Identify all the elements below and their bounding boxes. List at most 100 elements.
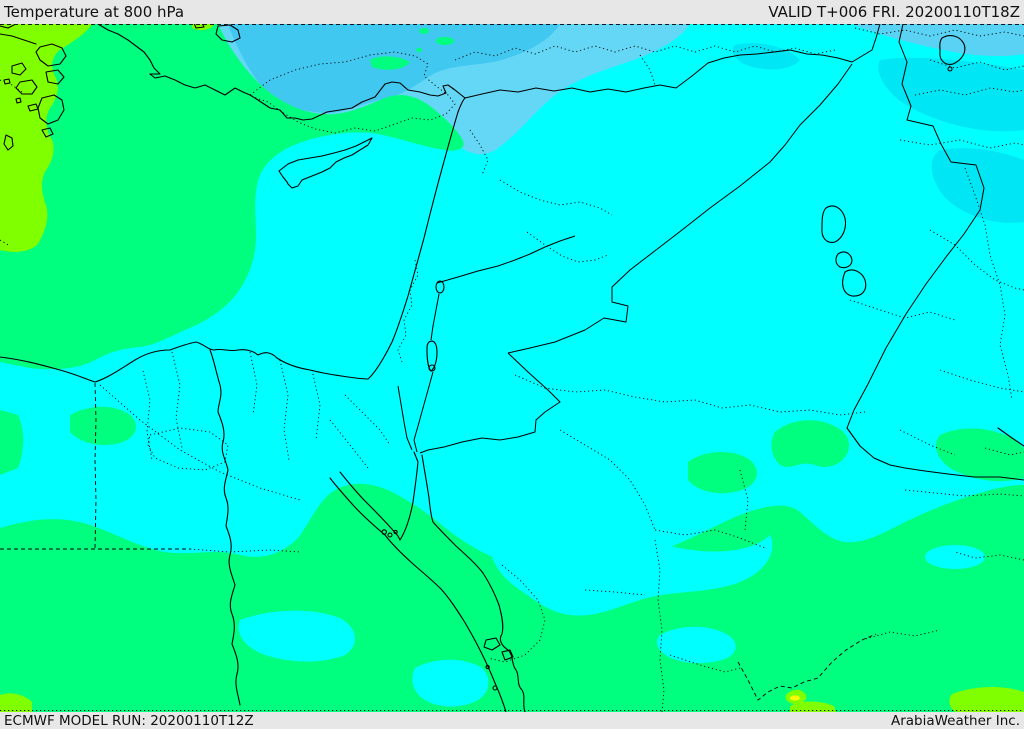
coast-north-africa-levant	[0, 97, 466, 383]
river-nile	[209, 349, 241, 706]
island-suez-1	[381, 529, 387, 535]
coast-redsea-west	[384, 534, 507, 712]
border-dotted-iran2	[899, 139, 1024, 149]
header-bar: Temperature at 800 hPa VALID T+006 FRI. …	[0, 0, 1024, 24]
borders-dotted	[0, 24, 1024, 712]
border-dotted-gulf-south	[904, 489, 1024, 497]
island-suez-3	[393, 529, 398, 535]
field-green-nw	[0, 24, 464, 370]
field-green-dot-turkey1	[419, 28, 429, 34]
border-turkey-syria-iraq	[464, 24, 881, 99]
island-aegean-3	[15, 79, 38, 95]
field-green-patch-east3	[935, 428, 1024, 482]
field-green-patch-east2	[771, 420, 850, 467]
border-arava	[413, 371, 434, 453]
field-cyan-hole-3	[238, 610, 356, 662]
coast-balkan-corner	[0, 33, 37, 45]
island-aegean-4	[45, 69, 65, 85]
lake-urmia	[821, 205, 847, 243]
field-cyan-hole-1	[925, 545, 985, 569]
border-dotted-saudi2	[654, 529, 766, 549]
border-dotted-syria1	[469, 129, 489, 176]
island-aegean-2	[11, 62, 27, 76]
field-green-patch-egypt1	[70, 406, 136, 445]
border-syria-iraq-diagonal	[507, 63, 853, 354]
footer-bar: ECMWF MODEL RUN: 20200110T12Z ArabiaWeat…	[0, 712, 1024, 729]
lake-small-2	[842, 269, 867, 297]
lake-dead-sea-south	[428, 364, 436, 372]
border-egypt-israel	[397, 385, 413, 451]
border-dotted-sinai2	[329, 419, 369, 469]
island-aegean-5	[37, 94, 65, 125]
field-green-patch-egypt2	[0, 410, 24, 475]
island-aegean-6	[3, 78, 11, 85]
island-aegean-1	[35, 43, 67, 67]
model-run-label: ECMWF MODEL RUN: 20200110T12Z	[4, 712, 254, 729]
border-dotted-iran5	[849, 299, 956, 321]
border-dotted-turkey-loop	[249, 51, 456, 134]
borders-solid	[397, 24, 985, 454]
island-suez-2	[387, 532, 393, 538]
border-dotted-egypt-diag	[99, 384, 301, 501]
coast-aqaba-east	[421, 454, 434, 523]
field-green-dot-turkey2	[436, 37, 454, 45]
border-dotted-saudi7	[669, 654, 741, 673]
island-redsea-3	[492, 685, 498, 691]
border-jordan-saudi	[419, 352, 561, 454]
field-cyandark-3	[732, 43, 800, 70]
border-dotted-caucasus2	[929, 59, 1024, 71]
lake-topright	[939, 35, 966, 65]
border-jordan-river	[430, 293, 440, 341]
field-chartreuse-se	[949, 686, 1024, 712]
border-dashed-libya-egypt	[94, 382, 97, 549]
border-dotted-saudi1	[559, 429, 656, 531]
temperature-map	[0, 24, 1024, 712]
lake-small-1	[835, 251, 853, 269]
border-dotted-anatolia-v1	[639, 54, 656, 86]
coast-turkey-south	[149, 73, 466, 121]
island-redsea-2	[501, 649, 514, 661]
field-green-dot-turkey4	[416, 48, 422, 52]
sea-coastlines	[0, 24, 1024, 712]
field-chartreuse-s2	[790, 701, 836, 712]
coast-persian-gulf-2	[997, 427, 1024, 447]
valid-time-label: VALID T+006 FRI. 20200110T18Z	[768, 3, 1020, 21]
border-dotted-anatolia	[454, 45, 836, 61]
map-title: Temperature at 800 hPa	[4, 3, 185, 21]
coast-gulf-suez-west	[329, 477, 386, 536]
coast-redsea-east	[432, 521, 526, 712]
coast-sinai-east-aqaba	[399, 451, 419, 541]
coast-balkan-corner2	[0, 24, 15, 29]
border-dotted-iran4	[929, 229, 1024, 291]
border-dotted-egypt2	[171, 351, 183, 449]
field-yellow-dot	[790, 695, 800, 701]
island-marmara-2	[193, 24, 205, 29]
coast-sinai-west	[339, 471, 401, 541]
border-dotted-se2	[984, 447, 1024, 456]
lake-topright-dot	[947, 66, 953, 72]
coast-persian-gulf-head	[846, 427, 1024, 481]
field-cyandark-1	[878, 57, 1024, 132]
field-cyan-tongue-1	[490, 535, 773, 616]
lakes	[426, 35, 966, 372]
field-cyan-hole-2	[412, 659, 489, 707]
island-aegean-10	[3, 134, 14, 151]
island-redsea-1	[483, 637, 501, 651]
field-green-dot-turkey3	[370, 56, 410, 70]
temperature-field	[0, 24, 1024, 712]
field-green-patch-east1	[688, 451, 757, 494]
field-cyan-tongue-2	[656, 626, 736, 664]
island-cyprus	[278, 137, 373, 189]
field-cyandark-2	[931, 148, 1024, 223]
border-dotted-sudan-east	[189, 548, 301, 553]
field-chartreuse-sw	[0, 693, 32, 712]
lake-galilee	[435, 280, 445, 294]
coast-turkey-aegean	[97, 24, 161, 75]
border-jordan-syria	[436, 235, 576, 284]
border-dotted-se1	[954, 551, 1024, 561]
attribution-label: ArabiaWeather Inc.	[890, 712, 1020, 729]
border-dotted-egypt1	[142, 370, 153, 461]
island-aegean-9	[41, 127, 54, 138]
island-aegean-8	[27, 103, 39, 112]
